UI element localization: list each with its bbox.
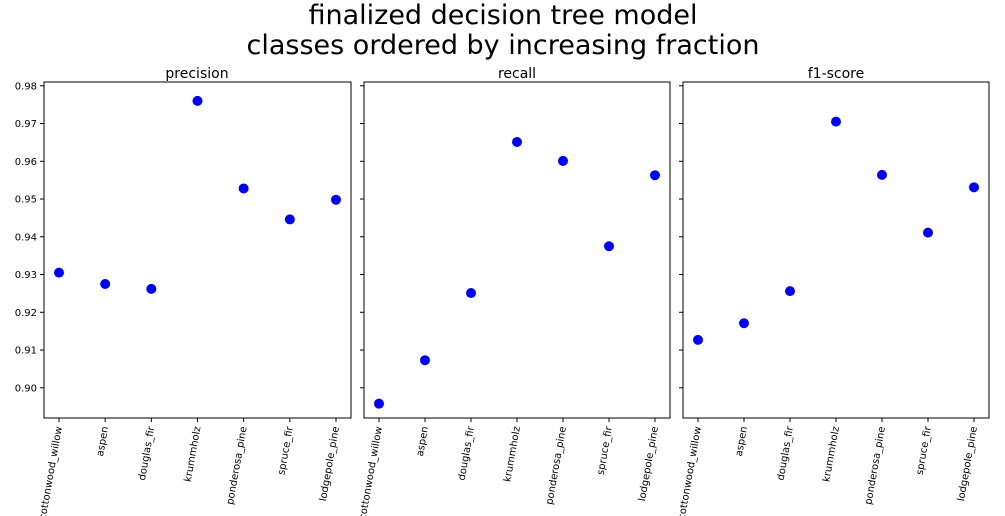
x-tick-label: aspen	[415, 426, 431, 458]
precision-point-ponderosa-pine	[238, 183, 249, 194]
x-tick-label: douglas_fir	[137, 425, 157, 482]
panel-title-f1-score: f1-score	[808, 66, 865, 82]
x-tick-label: lodgepole_pine	[637, 426, 661, 503]
y-tick-label: 0.94	[15, 232, 37, 243]
recall-plot-frame	[363, 81, 671, 419]
x-tick-label: spruce_fir	[276, 425, 296, 476]
precision-point-cottonwood-willow	[54, 267, 64, 278]
panel-title-recall: recall	[498, 66, 536, 82]
precision-point-aspen	[100, 278, 111, 289]
f1-score-point-douglas-fir	[785, 286, 795, 297]
f1-score-panel: f1-score cottonwood_willow aspen douglas_f…	[677, 66, 990, 516]
y-tick-label: 0.90	[15, 383, 37, 394]
recall-point-cottonwood-willow	[374, 398, 384, 409]
y-tick-label: 0.96	[15, 157, 37, 168]
precision-point-krummholz	[192, 95, 203, 106]
recall-point-lodgepole-pine	[650, 170, 660, 181]
x-tick-label: aspen	[95, 426, 111, 458]
f1-score-point-lodgepole-pine	[969, 182, 979, 193]
precision-plot-frame	[43, 81, 352, 419]
x-tick-label: spruce_fir	[596, 425, 616, 476]
y-tick-label: 0.93	[15, 270, 37, 281]
y-tick-label: 0.92	[15, 308, 37, 319]
x-tick-label: ponderosa_pine	[544, 426, 569, 506]
x-tick-label: ponderosa_pine	[863, 426, 888, 506]
f1-score-point-ponderosa-pine	[877, 169, 887, 180]
panel-title-precision: precision	[165, 66, 228, 82]
f1-score-point-krummholz	[831, 116, 841, 127]
precision-point-spruce-fir	[284, 214, 295, 225]
y-tick-label: 0.91	[15, 346, 37, 357]
precision-point-lodgepole-pine	[331, 194, 341, 205]
x-tick-label: aspen	[734, 426, 750, 458]
x-tick-label: krummholz	[502, 426, 523, 483]
recall-panel: recall cottonwood_willow aspen douglas_fir…	[358, 66, 671, 516]
recall-point-douglas-fir	[466, 288, 476, 299]
f1-score-point-spruce-fir	[923, 227, 933, 238]
recall-point-spruce-fir	[604, 241, 614, 252]
x-tick-label: cottonwood_willow	[677, 426, 704, 516]
x-tick-label: cottonwood_willow	[38, 426, 65, 516]
x-tick-label: spruce_fir	[915, 425, 935, 476]
x-tick-label: lodgepole_pine	[318, 426, 342, 503]
recall-point-krummholz	[512, 137, 522, 148]
x-tick-label: douglas_fir	[457, 425, 477, 482]
x-tick-label: douglas_fir	[776, 425, 796, 482]
f1-score-point-cottonwood-willow	[693, 334, 703, 345]
y-tick-label: 0.95	[15, 195, 37, 206]
recall-point-ponderosa-pine	[558, 155, 568, 166]
suptitle-line-1: finalized decision tree model	[308, 0, 697, 31]
f1-score-point-aspen	[739, 318, 749, 329]
x-tick-label: krummholz	[821, 426, 842, 483]
y-tick-label: 0.98	[15, 81, 37, 92]
recall-point-aspen	[420, 355, 430, 366]
y-tick-label: 0.97	[15, 119, 37, 130]
precision-panel: precision 0.90 0.91 0.92 0.93 0.94 0.95 0.96 0.…	[15, 66, 352, 516]
x-tick-label: krummholz	[183, 426, 204, 483]
suptitle-line-2: classes ordered by increasing fraction	[247, 30, 760, 61]
precision-point-douglas-fir	[146, 283, 157, 294]
x-tick-label: ponderosa_pine	[225, 426, 250, 506]
f1-score-plot-frame	[682, 81, 990, 419]
x-tick-label: cottonwood_willow	[358, 426, 385, 516]
x-tick-label: lodgepole_pine	[956, 426, 980, 503]
